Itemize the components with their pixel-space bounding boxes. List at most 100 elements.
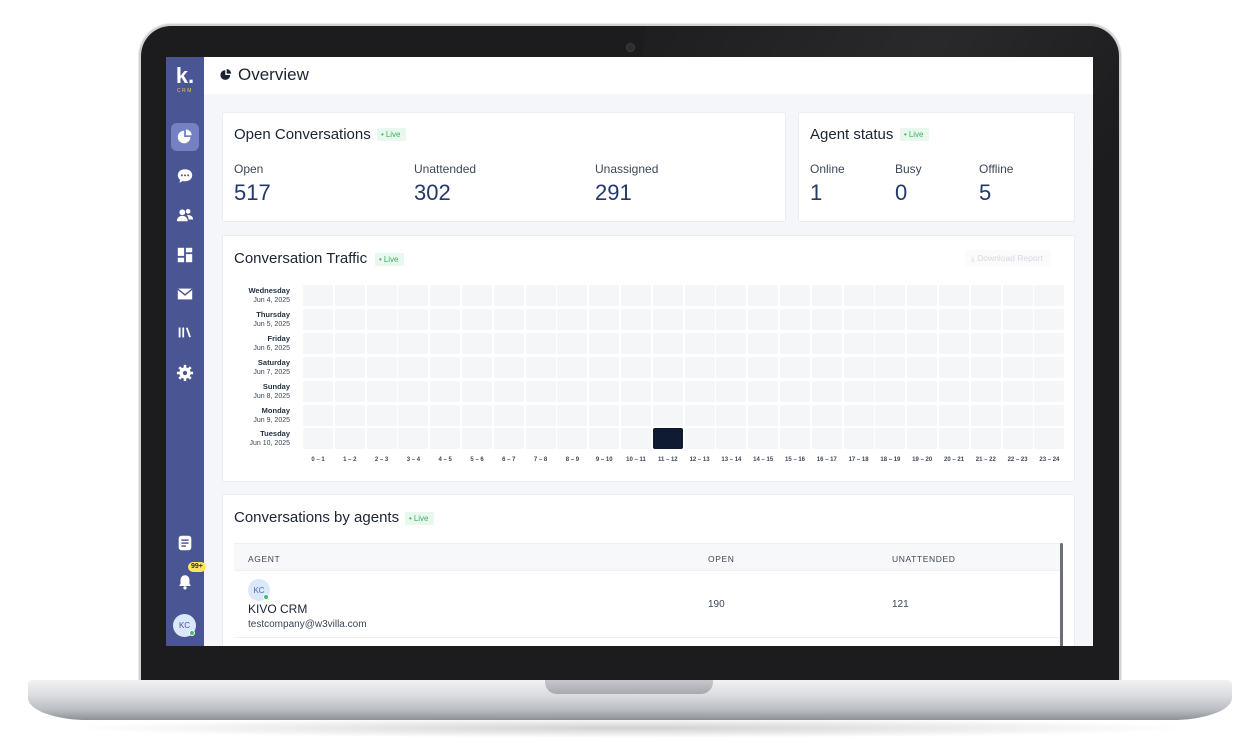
heatmap-cell[interactable] bbox=[748, 404, 779, 426]
heatmap-cell[interactable] bbox=[303, 332, 333, 354]
heatmap-cell[interactable] bbox=[907, 404, 938, 426]
heatmap-cell[interactable] bbox=[493, 428, 524, 450]
heatmap-cell[interactable] bbox=[621, 308, 651, 330]
heatmap-cell[interactable] bbox=[398, 428, 429, 450]
heatmap-cell[interactable] bbox=[557, 428, 588, 450]
heatmap-cell[interactable] bbox=[366, 404, 397, 426]
column-header-open[interactable]: OPEN bbox=[708, 554, 735, 564]
heatmap-cell[interactable] bbox=[1034, 308, 1065, 330]
heatmap-cell[interactable] bbox=[1002, 332, 1033, 354]
heatmap-cell[interactable] bbox=[1002, 356, 1033, 378]
heatmap-cell[interactable] bbox=[843, 285, 874, 306]
heatmap-cell[interactable] bbox=[462, 356, 492, 378]
heatmap-cell[interactable] bbox=[970, 404, 1001, 426]
heatmap-cell[interactable] bbox=[939, 404, 969, 426]
user-avatar[interactable]: KC bbox=[173, 614, 196, 637]
heatmap-cell[interactable] bbox=[621, 285, 651, 306]
heatmap-cell[interactable] bbox=[1034, 285, 1065, 306]
heatmap-cell[interactable] bbox=[684, 332, 715, 354]
heatmap-cell[interactable] bbox=[780, 428, 810, 450]
heatmap-cell[interactable] bbox=[366, 428, 397, 450]
heatmap-cell[interactable] bbox=[462, 285, 492, 306]
heatmap-cell[interactable] bbox=[843, 380, 874, 402]
heatmap-cell[interactable] bbox=[334, 404, 365, 426]
heatmap-cell[interactable] bbox=[366, 308, 397, 330]
heatmap-cell[interactable] bbox=[875, 356, 906, 378]
heatmap-cell[interactable] bbox=[1034, 356, 1065, 378]
heatmap-cell[interactable] bbox=[334, 285, 365, 306]
heatmap-cell[interactable] bbox=[493, 356, 524, 378]
sidebar-item-conversations[interactable] bbox=[171, 162, 199, 190]
heatmap-cell[interactable] bbox=[970, 332, 1001, 354]
heatmap-cell[interactable] bbox=[557, 404, 588, 426]
heatmap-cell[interactable] bbox=[939, 285, 969, 306]
heatmap-cell[interactable] bbox=[589, 332, 620, 354]
heatmap-cell[interactable] bbox=[525, 308, 556, 330]
heatmap-cell[interactable] bbox=[557, 380, 588, 402]
heatmap-cell[interactable] bbox=[811, 285, 842, 306]
heatmap-cell[interactable] bbox=[811, 356, 842, 378]
heatmap-cell[interactable] bbox=[716, 285, 747, 306]
sidebar-item-dashboard[interactable] bbox=[171, 241, 199, 269]
heatmap-cell[interactable] bbox=[843, 308, 874, 330]
heatmap-cell[interactable] bbox=[780, 380, 810, 402]
heatmap-cell[interactable] bbox=[716, 356, 747, 378]
heatmap-cell[interactable] bbox=[589, 356, 620, 378]
heatmap-cell[interactable] bbox=[716, 308, 747, 330]
heatmap-cell[interactable] bbox=[907, 428, 938, 450]
heatmap-cell[interactable] bbox=[589, 404, 620, 426]
heatmap-cell[interactable] bbox=[493, 332, 524, 354]
heatmap-cell[interactable] bbox=[811, 308, 842, 330]
heatmap-cell[interactable] bbox=[780, 356, 810, 378]
heatmap-cell[interactable] bbox=[398, 404, 429, 426]
heatmap-cell[interactable] bbox=[875, 308, 906, 330]
heatmap-cell[interactable] bbox=[1002, 285, 1033, 306]
heatmap-cell[interactable] bbox=[430, 285, 461, 306]
heatmap-cell[interactable] bbox=[684, 285, 715, 306]
heatmap-cell[interactable] bbox=[875, 428, 906, 450]
heatmap-cell[interactable] bbox=[716, 428, 747, 450]
heatmap-cell[interactable] bbox=[525, 428, 556, 450]
heatmap-cell[interactable] bbox=[1034, 404, 1065, 426]
heatmap-cell[interactable] bbox=[748, 356, 779, 378]
heatmap-cell[interactable] bbox=[525, 332, 556, 354]
heatmap-cell[interactable] bbox=[493, 380, 524, 402]
heatmap-cell[interactable] bbox=[811, 380, 842, 402]
sidebar-item-overview[interactable] bbox=[171, 123, 199, 151]
heatmap-cell[interactable] bbox=[430, 428, 461, 450]
heatmap-cell[interactable] bbox=[875, 332, 906, 354]
heatmap-cell[interactable] bbox=[875, 404, 906, 426]
heatmap-cell[interactable] bbox=[303, 404, 333, 426]
heatmap-cell[interactable] bbox=[652, 380, 683, 402]
heatmap-cell[interactable] bbox=[716, 332, 747, 354]
heatmap-cell[interactable] bbox=[780, 404, 810, 426]
heatmap-cell[interactable] bbox=[462, 308, 492, 330]
heatmap-cell[interactable] bbox=[684, 308, 715, 330]
heatmap-cell[interactable] bbox=[970, 356, 1001, 378]
heatmap-cell[interactable] bbox=[589, 308, 620, 330]
heatmap-cell[interactable] bbox=[462, 332, 492, 354]
heatmap-cell[interactable] bbox=[780, 332, 810, 354]
heatmap-cell[interactable] bbox=[652, 285, 683, 306]
sidebar-item-library[interactable] bbox=[171, 318, 199, 346]
heatmap-cell[interactable] bbox=[525, 404, 556, 426]
heatmap-cell[interactable] bbox=[589, 285, 620, 306]
sidebar-item-settings[interactable] bbox=[171, 359, 199, 387]
heatmap-cell[interactable] bbox=[621, 356, 651, 378]
heatmap-cell[interactable] bbox=[557, 285, 588, 306]
heatmap-cell[interactable] bbox=[748, 332, 779, 354]
heatmap-cell[interactable] bbox=[748, 428, 779, 450]
heatmap-cell[interactable] bbox=[843, 404, 874, 426]
heatmap-cell[interactable] bbox=[303, 380, 333, 402]
heatmap-cell[interactable] bbox=[462, 404, 492, 426]
heatmap-cell[interactable] bbox=[780, 308, 810, 330]
heatmap-cell[interactable] bbox=[684, 380, 715, 402]
heatmap-cell[interactable] bbox=[939, 332, 969, 354]
heatmap-cell[interactable] bbox=[652, 428, 683, 450]
heatmap-cell[interactable] bbox=[684, 428, 715, 450]
heatmap-cell[interactable] bbox=[780, 285, 810, 306]
heatmap-cell[interactable] bbox=[843, 428, 874, 450]
heatmap-cell[interactable] bbox=[589, 380, 620, 402]
heatmap-cell[interactable] bbox=[334, 380, 365, 402]
heatmap-cell[interactable] bbox=[366, 380, 397, 402]
